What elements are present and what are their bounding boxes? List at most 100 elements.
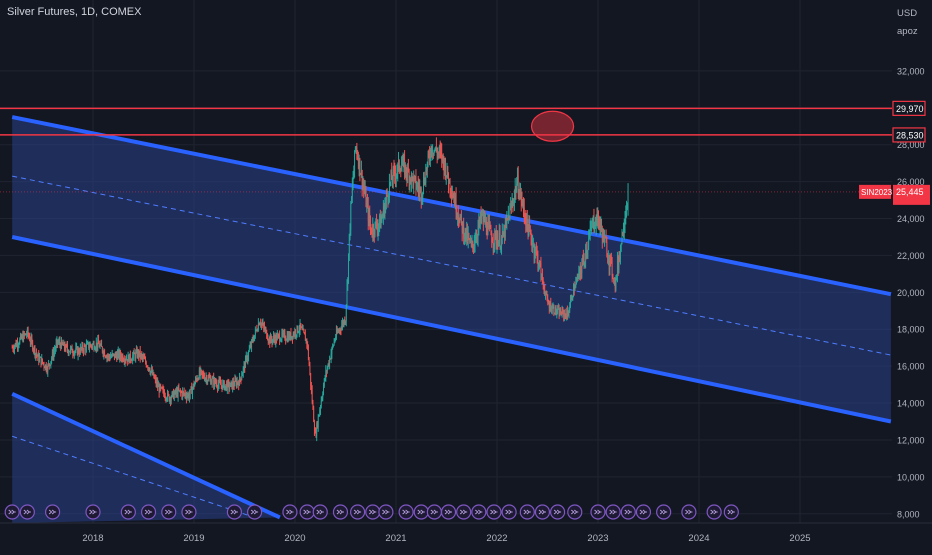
candle-body — [335, 337, 337, 340]
event-marker[interactable] — [350, 504, 366, 520]
event-marker-circle — [413, 504, 429, 520]
event-marker[interactable] — [312, 504, 328, 520]
regression-channels[interactable] — [11, 115, 892, 523]
event-marker[interactable] — [681, 504, 697, 520]
candle-body — [626, 207, 627, 215]
highlight-ellipse[interactable] — [530, 110, 575, 142]
candle-body — [437, 152, 439, 156]
candle-body — [621, 232, 623, 245]
event-marker[interactable] — [605, 504, 621, 520]
candle-body — [69, 351, 71, 353]
candle-body — [512, 202, 514, 204]
candle-body — [326, 370, 327, 372]
candle-body — [493, 243, 495, 245]
event-marker[interactable] — [226, 504, 242, 520]
event-marker[interactable] — [501, 504, 517, 520]
candle-body — [345, 304, 347, 322]
candle-body — [462, 223, 464, 233]
candle-body — [391, 171, 393, 180]
horizontal-lines[interactable] — [0, 107, 892, 193]
candle-body — [436, 151, 438, 156]
event-marker-icon — [444, 509, 453, 515]
candle-body — [254, 334, 255, 341]
candle-body — [515, 187, 517, 192]
event-marker[interactable] — [656, 504, 672, 520]
event-marker[interactable] — [456, 504, 472, 520]
event-marker[interactable] — [723, 504, 739, 520]
channel-1-mid-line[interactable] — [12, 175, 891, 356]
candle-body — [52, 352, 54, 358]
event-marker[interactable] — [549, 504, 566, 520]
candle-body — [274, 338, 276, 343]
time-axis[interactable]: 2018 2019 2020 2021 2022 2023 2024 2025 — [0, 522, 932, 550]
event-marker[interactable] — [282, 504, 298, 520]
candle-body — [146, 366, 148, 368]
event-marker[interactable] — [299, 504, 315, 520]
candle-body — [467, 229, 468, 242]
highlight-ellipse-shape[interactable] — [530, 110, 575, 142]
candle-body — [315, 433, 317, 436]
event-marker[interactable] — [620, 504, 636, 520]
candle-body — [200, 370, 202, 375]
candle-body — [502, 232, 504, 237]
event-marker[interactable] — [519, 504, 535, 520]
event-marker[interactable] — [706, 504, 722, 520]
event-marker[interactable] — [413, 504, 429, 520]
candle-body — [230, 381, 232, 383]
event-marker[interactable] — [19, 504, 35, 520]
candle-body — [623, 227, 625, 231]
event-marker[interactable] — [534, 504, 551, 520]
event-marker[interactable] — [398, 504, 414, 520]
event-marker[interactable] — [44, 504, 61, 520]
candle-body — [357, 158, 359, 167]
event-marker[interactable] — [440, 504, 457, 520]
event-marker[interactable] — [4, 504, 20, 520]
event-marker[interactable] — [471, 504, 487, 520]
event-marker[interactable] — [181, 504, 197, 520]
candle-body — [72, 352, 74, 354]
candle-body — [439, 148, 441, 151]
event-marker[interactable] — [120, 504, 136, 520]
candle-body — [520, 191, 522, 203]
event-marker[interactable] — [365, 504, 381, 520]
candle-body — [424, 182, 426, 184]
candle-body — [107, 356, 109, 357]
event-marker[interactable] — [85, 504, 101, 520]
candle-body — [226, 384, 227, 390]
event-marker[interactable] — [635, 504, 652, 520]
candle-body — [526, 214, 528, 226]
event-marker[interactable] — [426, 504, 442, 520]
event-marker[interactable] — [590, 504, 606, 520]
channel-2-upper-line[interactable] — [11, 392, 281, 520]
candle-body — [388, 196, 390, 200]
candle-body — [578, 270, 580, 278]
event-marker[interactable] — [140, 504, 157, 520]
candle-body — [120, 352, 121, 357]
candle-body — [257, 323, 259, 331]
event-markers[interactable] — [4, 504, 739, 520]
candle-body — [537, 253, 539, 267]
candle-body — [385, 200, 387, 206]
event-marker-icon — [710, 509, 718, 515]
event-marker[interactable] — [378, 504, 394, 520]
event-marker[interactable] — [332, 504, 349, 520]
candle-body — [526, 214, 527, 227]
event-marker[interactable] — [567, 504, 583, 520]
candle-body — [138, 350, 140, 356]
event-marker[interactable] — [247, 504, 263, 520]
x-tick-label: 2021 — [385, 533, 406, 544]
candle-body — [498, 241, 499, 247]
candle-body — [272, 339, 274, 343]
event-marker[interactable] — [486, 504, 502, 520]
event-marker[interactable] — [161, 504, 177, 520]
candle-body — [622, 232, 624, 236]
channel-2-mid-line[interactable] — [12, 435, 255, 518]
channel-1-lower-line[interactable] — [11, 235, 892, 424]
candle-body — [482, 212, 484, 214]
candle-body — [19, 338, 21, 344]
candle-body — [168, 394, 170, 401]
candle-body — [51, 352, 53, 359]
price-axis[interactable]: 32,00030,00028,00026,00024,00022,00020,0… — [859, 0, 932, 550]
candle-body — [159, 385, 161, 393]
